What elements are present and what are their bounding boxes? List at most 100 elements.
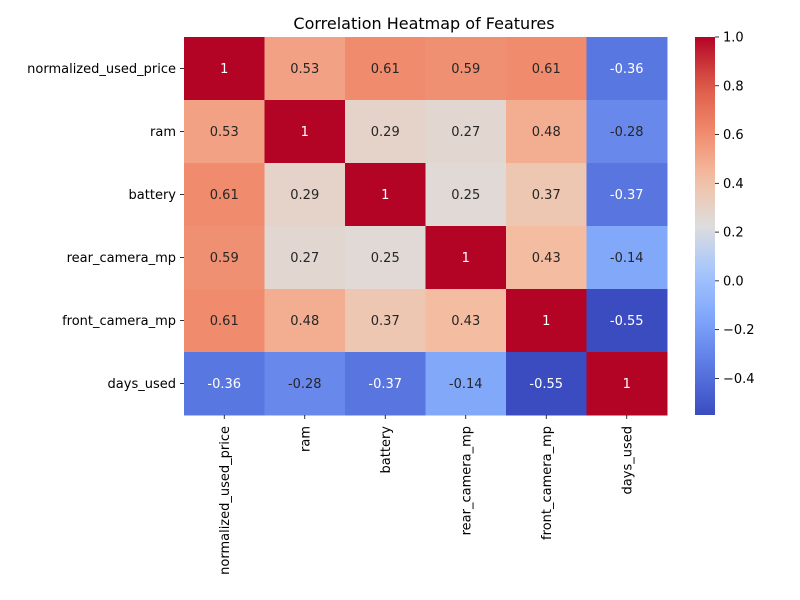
- cell-annotation: -0.14: [449, 377, 483, 392]
- x-tick-label-battery: battery: [379, 426, 394, 474]
- cell-annotation: -0.28: [288, 377, 322, 392]
- cell-annotation: 0.37: [371, 314, 400, 329]
- heatmap-cell: [425, 163, 507, 227]
- cell-annotation: 0.61: [210, 188, 239, 203]
- y-tick-label-battery: battery: [129, 188, 177, 203]
- heatmap-cell: [586, 100, 668, 164]
- heatmap-cell: [345, 100, 426, 164]
- colorbar-tick-label: 0.8: [723, 79, 744, 94]
- cell-annotation: -0.14: [610, 251, 644, 266]
- colorbar-tick-label: 0.2: [723, 226, 744, 241]
- colorbar-tick-label: 0.6: [723, 128, 744, 143]
- cell-annotation: 1: [220, 62, 228, 77]
- heatmap-cell: [425, 289, 507, 353]
- cell-annotation: 1: [301, 125, 309, 140]
- x-tick-label-ram: ram: [298, 426, 313, 452]
- x-axis: normalized_used_price ram battery rear_came…: [218, 415, 635, 575]
- cell-annotation: -0.37: [610, 188, 644, 203]
- cell-annotation: 0.48: [532, 125, 561, 140]
- heatmap-cell: [586, 163, 668, 227]
- heatmap-cell: [506, 163, 587, 227]
- y-tick-label-rear-camera-mp: rear_camera_mp: [67, 251, 176, 266]
- cell-annotation: 0.27: [451, 125, 480, 140]
- cell-annotation: 0.48: [290, 314, 319, 329]
- heatmap-cell: [586, 226, 668, 290]
- chart-title: Correlation Heatmap of Features: [293, 14, 554, 33]
- colorbar-tick-label: 1.0: [723, 31, 744, 46]
- cell-annotation: 0.27: [290, 251, 319, 266]
- heatmap-cell: [184, 226, 265, 290]
- heatmap-cell: [586, 289, 668, 353]
- cell-annotation: 0.37: [532, 188, 561, 203]
- heatmap-cell: [506, 226, 587, 290]
- colorbar-tick-label: −0.4: [723, 372, 755, 387]
- heatmap-cell: [184, 100, 265, 164]
- heatmap-cell: [506, 37, 587, 101]
- colorbar-gradient: [695, 37, 715, 415]
- cell-annotation: 0.61: [532, 62, 561, 77]
- heatmap-cell: [586, 37, 668, 101]
- heatmap-cell: [345, 289, 426, 353]
- cell-annotation: 0.25: [371, 251, 400, 266]
- heatmap-cell: [425, 100, 507, 164]
- heatmap-cell: [506, 352, 587, 416]
- heatmap-cell: [264, 352, 346, 416]
- heatmap-cell: [184, 352, 265, 416]
- cell-annotation: -0.28: [610, 125, 644, 140]
- heatmap-cell: [184, 163, 265, 227]
- cell-annotation: 0.61: [210, 314, 239, 329]
- cell-annotation: 1: [381, 188, 389, 203]
- colorbar-tick-label: −0.2: [723, 323, 755, 338]
- heatmap-cell: [345, 352, 426, 416]
- cell-annotation: -0.55: [529, 377, 563, 392]
- cell-annotation: -0.37: [368, 377, 402, 392]
- heatmap-cell: [264, 100, 346, 164]
- heatmap-cell: [184, 289, 265, 353]
- heatmap-cell: [506, 289, 587, 353]
- heatmap-cell: [425, 226, 507, 290]
- cell-annotation: 0.25: [451, 188, 480, 203]
- colorbar-tick-label: 0.4: [723, 177, 744, 192]
- x-tick-label-front-camera-mp: front_camera_mp: [540, 426, 555, 540]
- cell-annotation: 0.43: [451, 314, 480, 329]
- x-tick-label-rear-camera-mp: rear_camera_mp: [459, 426, 474, 535]
- cell-annotation: 1: [623, 377, 631, 392]
- x-tick-label-days-used: days_used: [620, 426, 635, 494]
- colorbar-ticks: −0.4 −0.2 0.0 0.2 0.4 0.6 0.8 1.0: [715, 31, 755, 387]
- colorbar: −0.4 −0.2 0.0 0.2 0.4 0.6 0.8 1.0: [695, 31, 755, 415]
- cell-annotation: 0.43: [532, 251, 561, 266]
- heatmap-cell: [264, 37, 346, 101]
- heatmap-cell: [506, 100, 587, 164]
- cell-annotation: -0.36: [610, 62, 644, 77]
- cell-annotation: 0.29: [290, 188, 319, 203]
- heatmap-cells: [184, 37, 668, 416]
- colorbar-tick-label: 0.0: [723, 274, 744, 289]
- y-tick-label-days-used: days_used: [108, 377, 176, 392]
- y-tick-label-front-camera-mp: front_camera_mp: [62, 314, 176, 329]
- heatmap-cell: [425, 352, 507, 416]
- heatmap-cell: [264, 226, 346, 290]
- cell-annotation: -0.55: [610, 314, 644, 329]
- heatmap-cell: [425, 37, 507, 101]
- heatmap-cell: [184, 37, 265, 101]
- y-tick-label-ram: ram: [150, 125, 176, 140]
- cell-annotation: 1: [462, 251, 470, 266]
- heatmap-cell: [264, 163, 346, 227]
- heatmap-cell: [345, 226, 426, 290]
- heatmap-cell: [345, 37, 426, 101]
- cell-annotations: 1 0.53 0.61 0.59 0.61 -0.36 0.53 1 0.29 0.27 0.48 -…: [207, 62, 643, 392]
- cell-annotation: 0.59: [451, 62, 480, 77]
- heatmap-cell: [345, 163, 426, 227]
- cell-annotation: 0.29: [371, 125, 400, 140]
- cell-annotation: 0.53: [210, 125, 239, 140]
- heatmap-cell: [586, 352, 668, 416]
- cell-annotation: 0.53: [290, 62, 319, 77]
- cell-annotation: 1: [542, 314, 550, 329]
- cell-annotation: 0.59: [210, 251, 239, 266]
- x-tick-label-normalized-used-price: normalized_used_price: [218, 426, 233, 575]
- cell-annotation: -0.36: [207, 377, 241, 392]
- cell-annotation: 0.61: [371, 62, 400, 77]
- y-tick-label-normalized-used-price: normalized_used_price: [27, 62, 176, 77]
